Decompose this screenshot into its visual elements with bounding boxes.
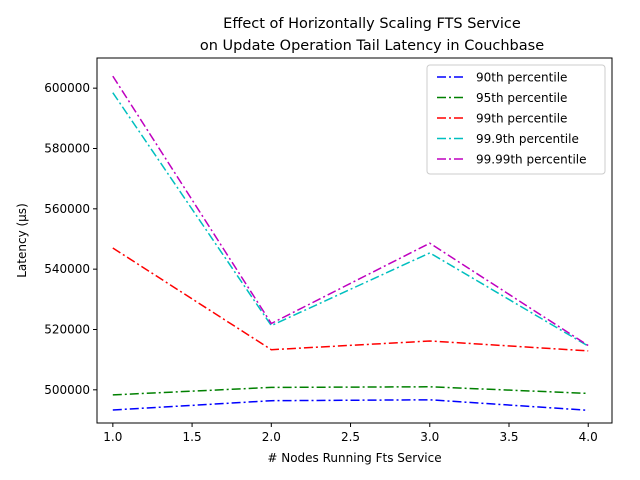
plot-frame (96, 57, 613, 424)
chart-title-line-1: Effect of Horizontally Scaling FTS Servi… (223, 16, 521, 32)
x-tick-label: 1.0 (103, 430, 122, 444)
x-tick-label: 3.5 (499, 430, 518, 444)
legend: 90th percentile 95th percentile 99th perce… (426, 64, 606, 175)
x-tick-label: 4.0 (579, 430, 598, 444)
y-tick-label: 560000 (44, 202, 90, 216)
legend-label-4: 99.99th percentile (476, 153, 587, 167)
y-tick-label: 540000 (44, 262, 90, 276)
x-axis-label: # Nodes Running Fts Service (267, 451, 441, 465)
x-tick-label: 1.5 (183, 430, 202, 444)
series-line-1 (112, 386, 589, 396)
series-layer (112, 75, 589, 412)
y-tick-label: 600000 (44, 81, 90, 95)
y-tick-label: 580000 (44, 141, 90, 155)
legend-box (426, 64, 606, 175)
legend-items: 90th percentile 95th percentile 99th perce… (437, 71, 587, 167)
x-tick-label: 3.0 (420, 430, 439, 444)
x-axis-ticks: 1.0 1.5 2.0 2.5 3.0 3.5 4.0 (103, 423, 598, 444)
y-axis-label: Latency (µs) (15, 203, 29, 278)
series-line-0 (112, 399, 589, 412)
legend-label-1: 95th percentile (476, 91, 567, 105)
legend-label-0: 90th percentile (476, 71, 567, 85)
y-tick-label: 500000 (44, 383, 90, 397)
series-line-2 (112, 247, 589, 352)
series-line-4 (112, 75, 589, 347)
y-axis-ticks: 500000 520000 540000 560000 580000 600000 (44, 81, 97, 397)
y-tick-label: 520000 (44, 322, 90, 336)
chart-title-line-2: on Update Operation Tail Latency in Couc… (200, 38, 544, 54)
legend-label-3: 99.9th percentile (476, 132, 579, 146)
x-tick-label: 2.0 (262, 430, 281, 444)
legend-label-2: 99th percentile (476, 112, 567, 126)
series-line-3 (112, 92, 589, 347)
x-tick-label: 2.5 (341, 430, 360, 444)
